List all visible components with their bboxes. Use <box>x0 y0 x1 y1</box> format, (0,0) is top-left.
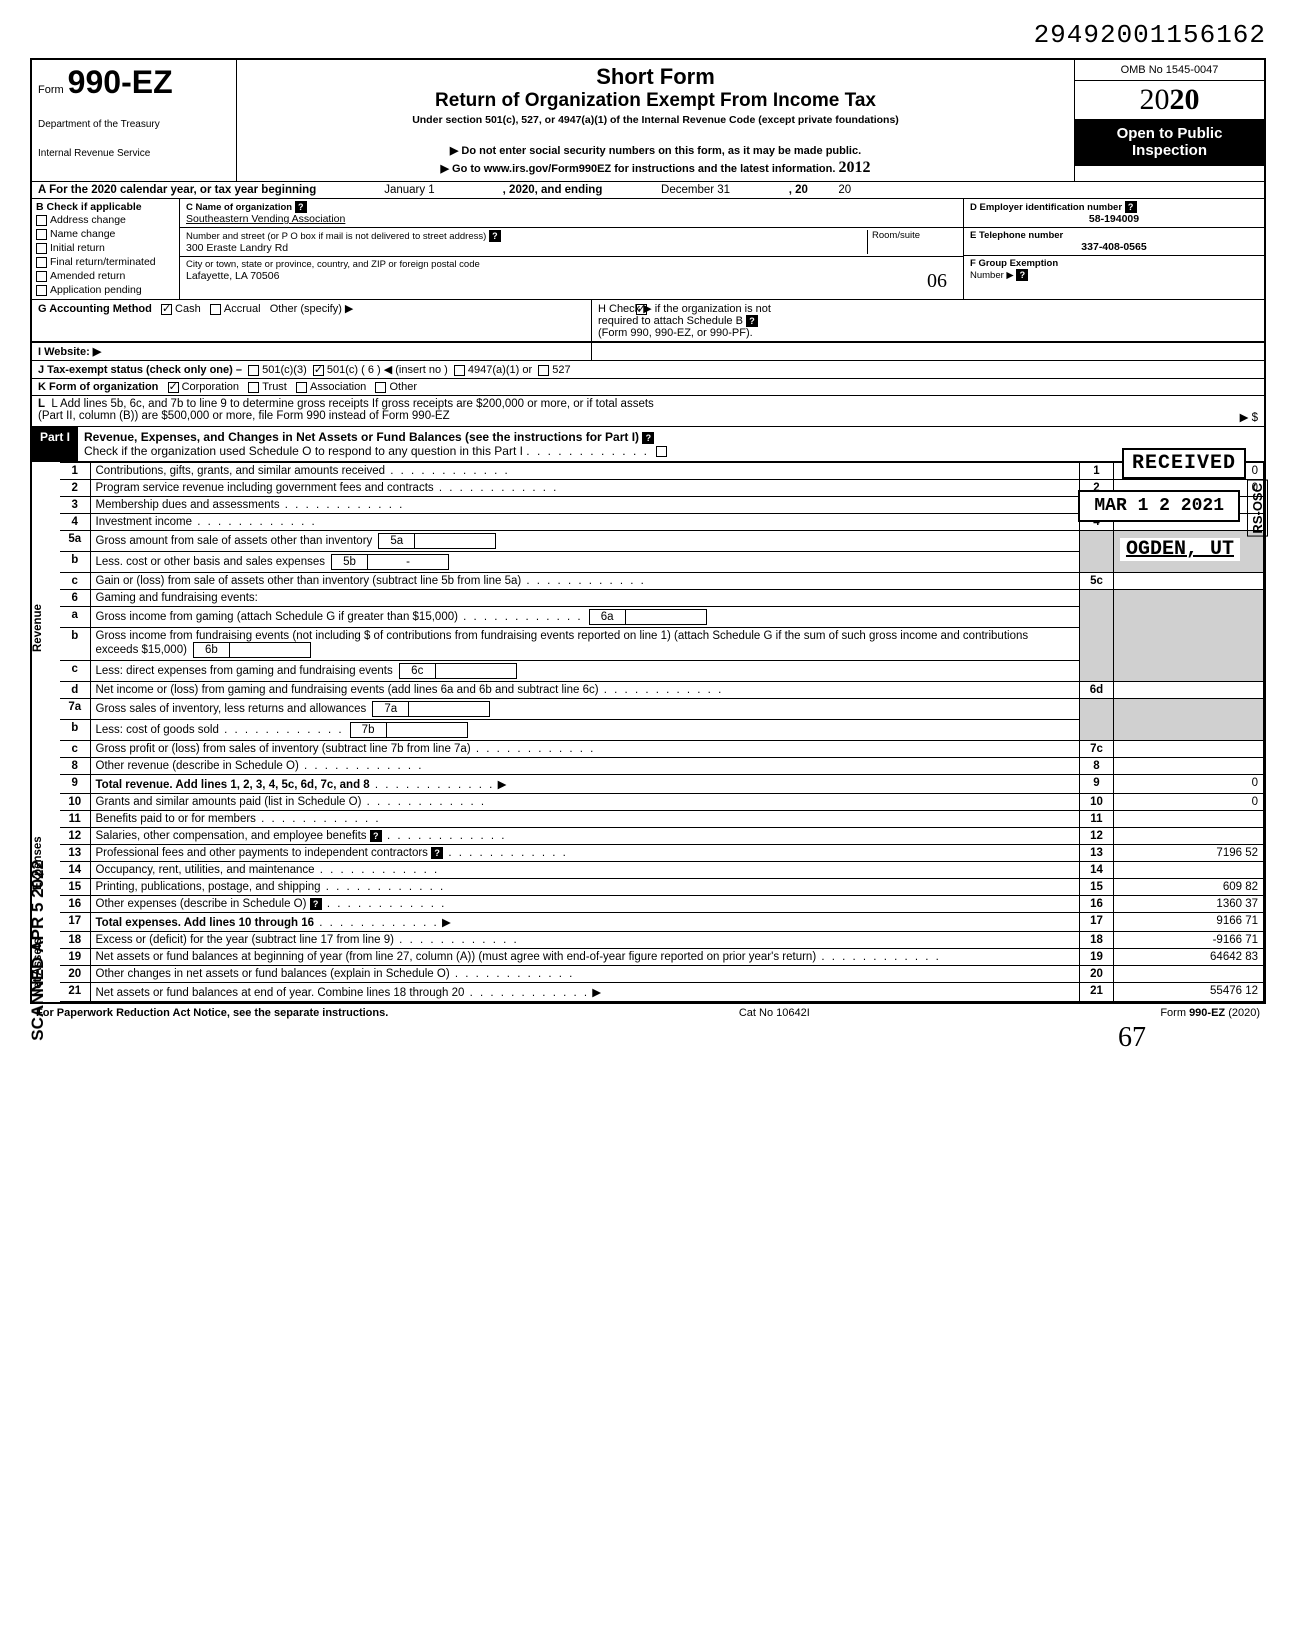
amt-20 <box>1114 966 1264 983</box>
form-word: Form <box>38 84 64 96</box>
help-icon[interactable]: ? <box>642 432 654 444</box>
org-city: Lafayette, LA 70506 <box>186 270 279 293</box>
row-i: I Website: ▶ <box>32 343 592 360</box>
amt-13: 7196 52 <box>1114 845 1264 862</box>
block-b: B Check if applicable Address change Nam… <box>32 199 180 299</box>
chk-amended[interactable] <box>36 271 47 282</box>
stamp-rsosc: RS-OSC <box>1247 480 1268 537</box>
help-icon[interactable]: ? <box>431 847 443 859</box>
block-c: C Name of organization ? Southeastern Ve… <box>180 199 964 299</box>
help-icon[interactable]: ? <box>489 230 501 242</box>
chk-sched-o[interactable] <box>656 446 667 457</box>
amt-10: 0 <box>1114 794 1264 811</box>
title-return: Return of Organization Exempt From Incom… <box>243 90 1068 112</box>
dept-1: Department of the Treasury <box>38 119 230 130</box>
amt-21: 55476 12 <box>1114 983 1264 1002</box>
amt-5c <box>1114 573 1264 590</box>
subtitle: Under section 501(c), 527, or 4947(a)(1)… <box>243 114 1068 126</box>
form-990ez: Form 990-EZ Department of the Treasury I… <box>30 58 1266 1004</box>
header-left: Form 990-EZ Department of the Treasury I… <box>32 60 237 181</box>
chk-501c[interactable] <box>313 365 324 376</box>
row-g: G Accounting Method Cash Accrual Other (… <box>32 300 592 341</box>
lines-table: Revenue 1Contributions, gifts, grants, a… <box>32 462 1264 1002</box>
row-a-tax-year: A For the 2020 calendar year, or tax yea… <box>32 182 1264 199</box>
footer-left: For Paperwork Reduction Act Notice, see … <box>36 1007 388 1019</box>
hand-initials: 67 <box>30 1022 1266 1054</box>
row-j: J Tax-exempt status (check only one) – 5… <box>32 361 1264 378</box>
row-l: L L Add lines 5b, 6c, and 7b to line 9 t… <box>32 396 1264 427</box>
chk-address-change[interactable] <box>36 215 47 226</box>
help-icon[interactable]: ? <box>1016 269 1028 281</box>
amt-14 <box>1114 862 1264 879</box>
form-number: 990-EZ <box>68 64 173 101</box>
stamp-date: MAR 1 2 2021 <box>1078 490 1240 522</box>
help-icon[interactable]: ? <box>370 830 382 842</box>
phone: 337-408-0565 <box>970 241 1258 253</box>
row-k: K Form of organization Corporation Trust… <box>32 379 1264 395</box>
header-right: OMB No 1545-0047 2020 Open to PublicInsp… <box>1074 60 1264 181</box>
part-1-header: Part I Revenue, Expenses, and Changes in… <box>32 427 1264 462</box>
dept-2: Internal Revenue Service <box>38 148 230 159</box>
chk-trust[interactable] <box>248 382 259 393</box>
hand-initials-06: 06 <box>927 270 957 293</box>
header-mid: Short Form Return of Organization Exempt… <box>237 60 1074 181</box>
amt-6d <box>1114 682 1264 699</box>
amt-15: 609 82 <box>1114 879 1264 896</box>
chk-name-change[interactable] <box>36 229 47 240</box>
chk-501c3[interactable] <box>248 365 259 376</box>
help-icon[interactable]: ? <box>310 898 322 910</box>
chk-initial-return[interactable] <box>36 243 47 254</box>
stamp-received: RECEIVED <box>1122 448 1246 479</box>
chk-sched-b[interactable] <box>636 304 647 315</box>
chk-accrual[interactable] <box>210 304 221 315</box>
row-h: H Check ▶ if the organization is not req… <box>592 300 1264 341</box>
help-icon[interactable]: ? <box>1125 201 1137 213</box>
arrow-note-2: ▶ Go to www.irs.gov/Form990EZ for instru… <box>243 159 1068 177</box>
org-street: 300 Eraste Landry Rd <box>186 242 867 254</box>
side-revenue: Revenue <box>32 463 60 794</box>
chk-4947[interactable] <box>454 365 465 376</box>
chk-corp[interactable] <box>168 382 179 393</box>
block-def: D Employer identification number ? 58-19… <box>964 199 1264 299</box>
org-name: Southeastern Vending Association <box>186 213 957 225</box>
chk-app-pending[interactable] <box>36 285 47 296</box>
arrow-note-1: ▶ Do not enter social security numbers o… <box>243 144 1068 157</box>
amt-9: 0 <box>1114 775 1264 794</box>
amt-19: 64642 83 <box>1114 949 1264 966</box>
chk-final-return[interactable] <box>36 257 47 268</box>
chk-527[interactable] <box>538 365 549 376</box>
stamp-scanned: SCANNED APR 5 2022 <box>28 860 48 1041</box>
footer-right: Form 990-EZ (2020) <box>1160 1007 1260 1019</box>
amt-11 <box>1114 811 1264 828</box>
help-icon[interactable]: ? <box>746 315 758 327</box>
title-short-form: Short Form <box>243 64 1068 90</box>
amt-16: 1360 37 <box>1114 896 1264 913</box>
footer-mid: Cat No 10642I <box>739 1007 810 1019</box>
open-to-public: Open to PublicInspection <box>1075 119 1264 166</box>
footer: For Paperwork Reduction Act Notice, see … <box>30 1004 1266 1022</box>
chk-assoc[interactable] <box>296 382 307 393</box>
tracking-number: 29492001156162 <box>30 20 1266 50</box>
help-icon[interactable]: ? <box>295 201 307 213</box>
chk-other[interactable] <box>375 382 386 393</box>
stamp-ogden: OGDEN, UT <box>1120 538 1240 561</box>
room-suite-label: Room/suite <box>867 230 957 254</box>
chk-cash[interactable] <box>161 304 172 315</box>
omb-number: OMB No 1545-0047 <box>1075 60 1264 81</box>
amt-7c <box>1114 741 1264 758</box>
amt-18: -9166 71 <box>1114 932 1264 949</box>
amt-8 <box>1114 758 1264 775</box>
ein: 58-194009 <box>970 213 1258 225</box>
amt-12 <box>1114 828 1264 845</box>
amt-17: 9166 71 <box>1114 913 1264 932</box>
tax-year: 2020 <box>1075 81 1264 119</box>
